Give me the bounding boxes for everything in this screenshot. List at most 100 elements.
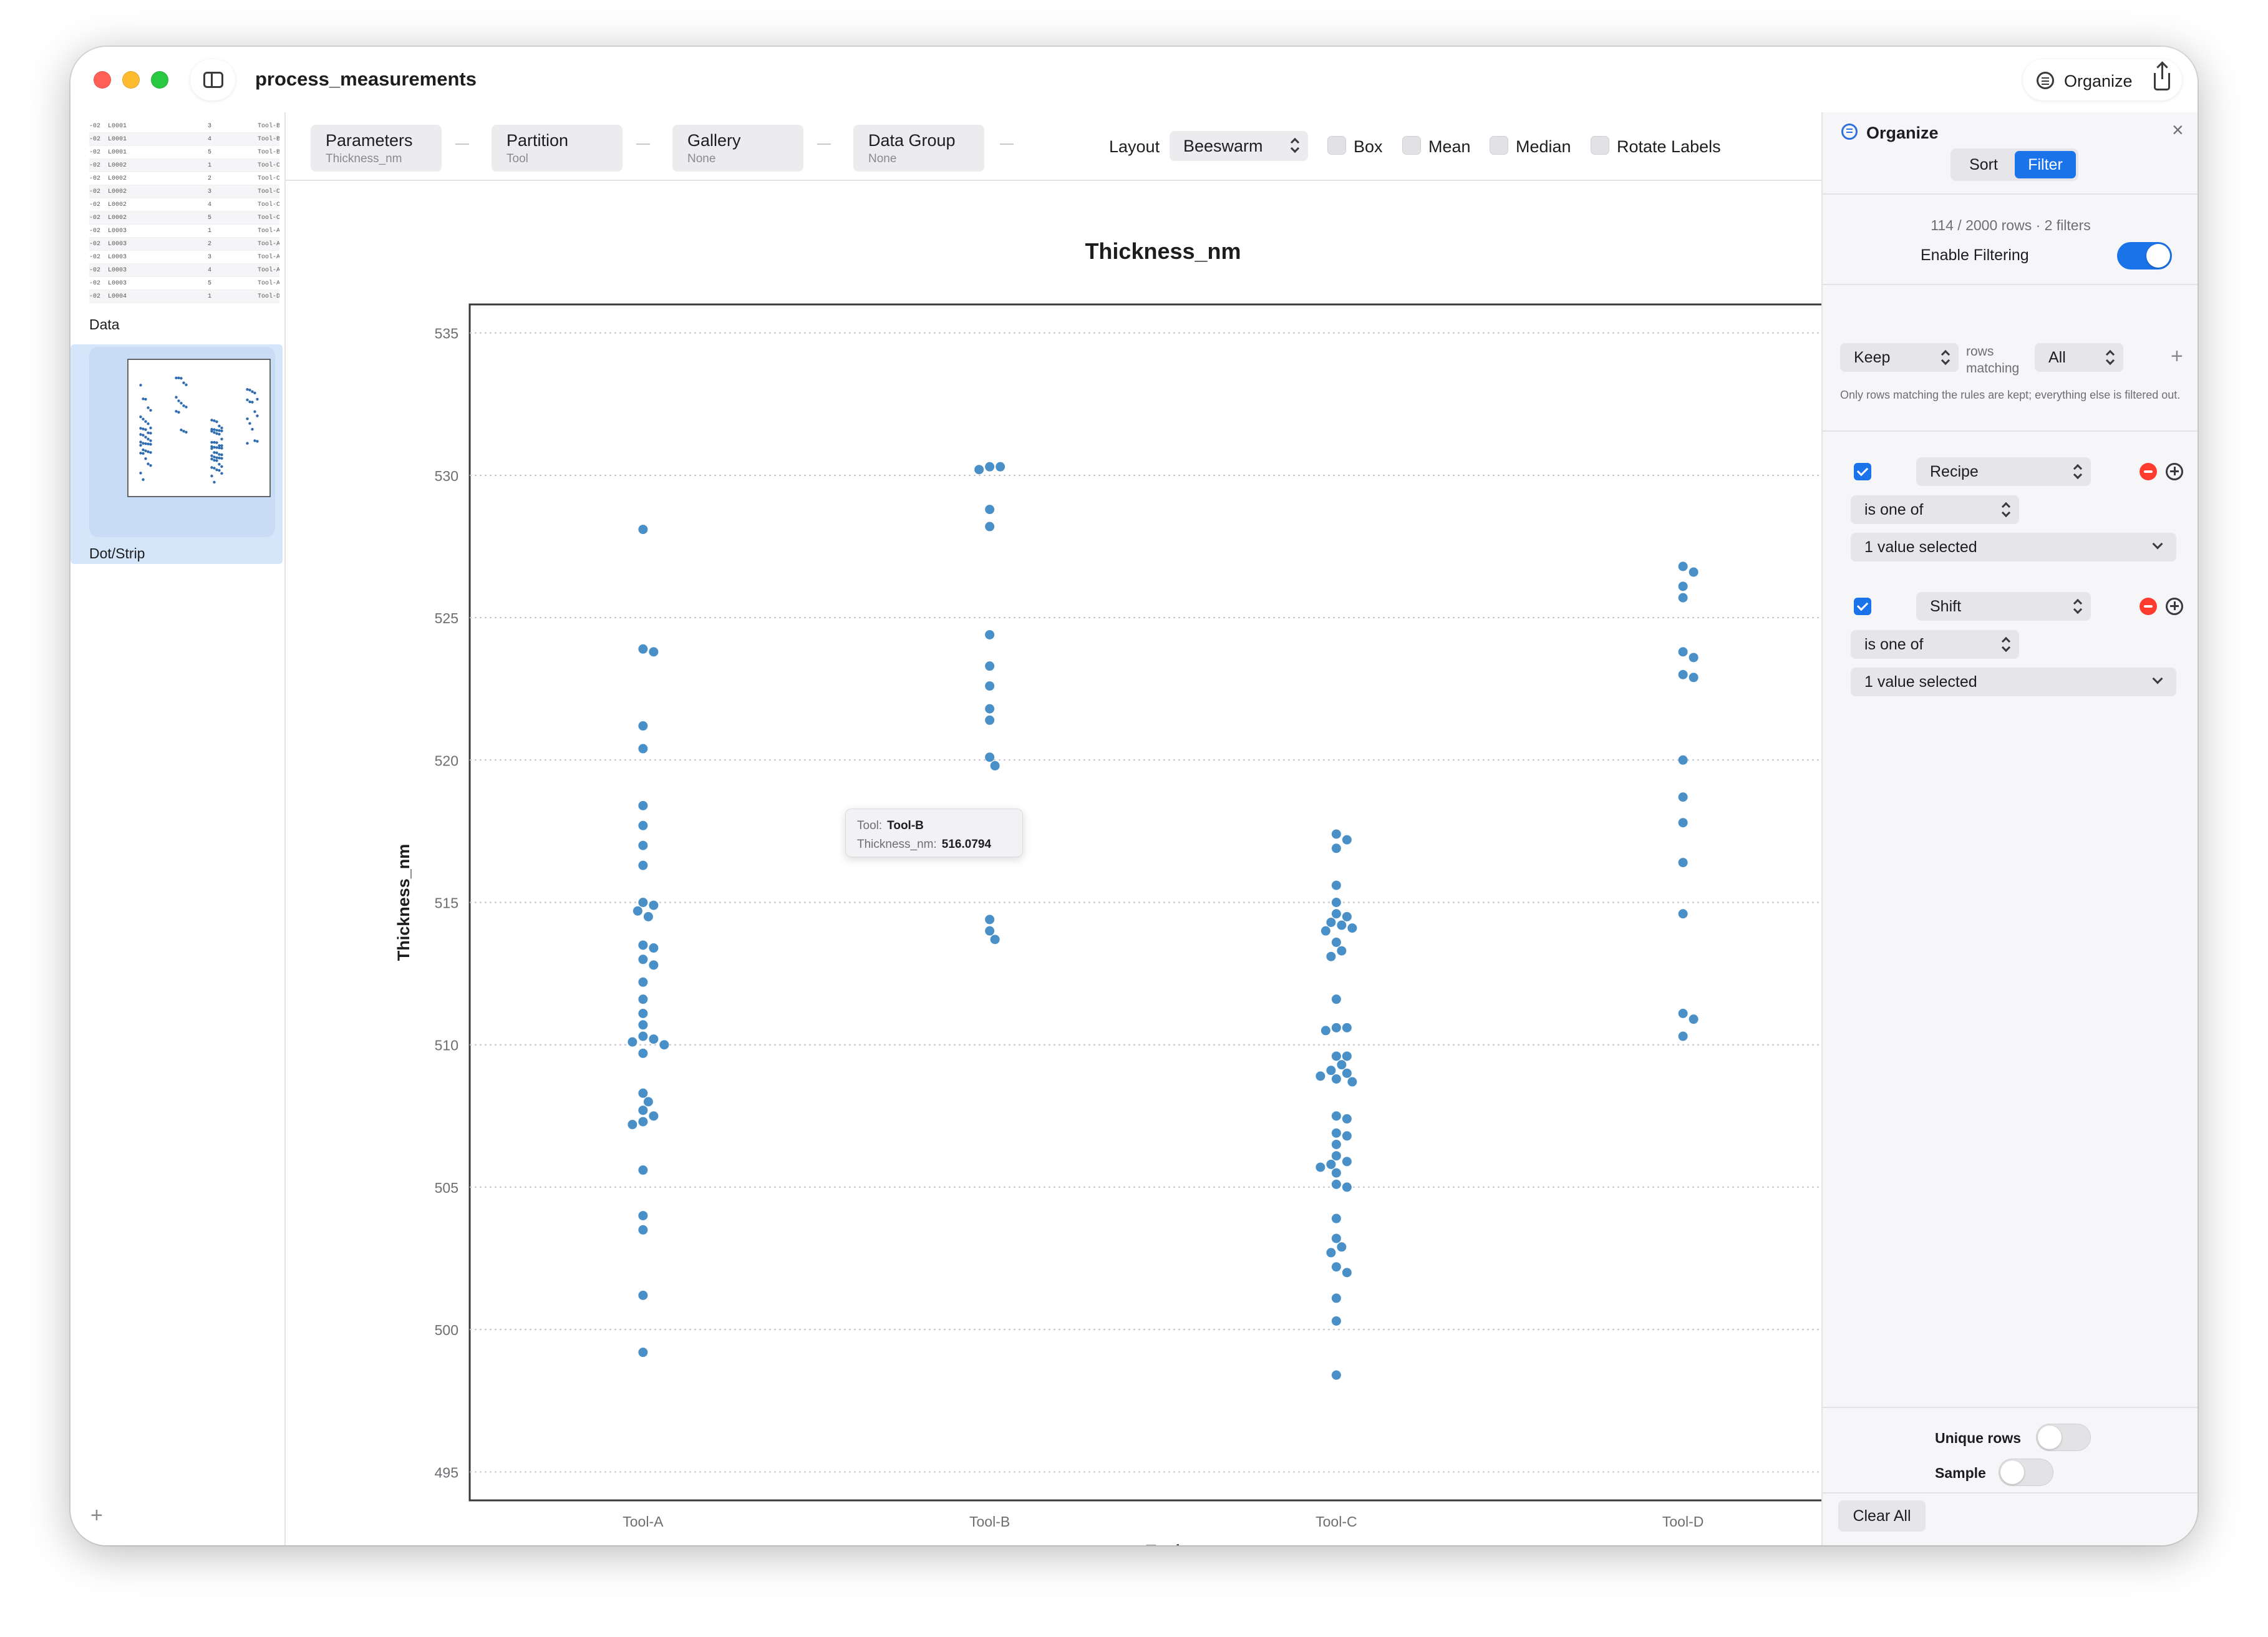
box-checkbox[interactable] [1327,136,1346,155]
chevron-down-icon [2152,538,2163,550]
thumbnail-cell: L0003 [108,267,127,274]
sidebar-toggle-button[interactable] [190,59,235,100]
add-rule-button[interactable]: + [2171,344,2183,368]
layout-select[interactable]: Beeswarm [1170,131,1308,161]
data-point [638,1031,648,1041]
mini-data-point [147,442,150,445]
mini-data-point [251,390,254,394]
rule-2-remove-button[interactable] [2140,598,2157,615]
mini-data-point [185,430,188,434]
minimize-window-button[interactable] [122,71,140,89]
divider [1823,1492,2198,1494]
close-window-button[interactable] [94,71,111,89]
thumbnail-cell: Tool-B [258,123,279,130]
chart-title: Thickness_nm [1085,238,1241,264]
sort-filter-segmented-control: Sort Filter [1951,148,2078,181]
thumbnail-cell: -02 [89,293,101,300]
sample-toggle[interactable] [1999,1459,2053,1486]
rows-matching-label: rows matching [1966,343,2019,377]
organize-button[interactable]: Organize [2064,72,2133,90]
rule-2-values-dropdown[interactable]: 1 value selected [1851,668,2176,696]
rule-1-field-select[interactable]: Recipe [1916,457,2091,486]
data-table-thumbnail[interactable]: -02L00013Tool-BFine-02L00014Tool-BFine-0… [89,120,279,308]
rule-2-add-button[interactable] [2166,598,2183,615]
data-group-shelf[interactable]: Data Group None [853,125,984,172]
thumbnail-cell: -02 [89,280,101,287]
mini-data-point [175,410,178,413]
rule-2-operator-select[interactable]: is one of [1851,630,2019,659]
mean-checkbox[interactable] [1402,136,1421,155]
rule-1-remove-button[interactable] [2140,463,2157,480]
divider [1823,284,2198,285]
data-point [1678,755,1688,765]
mini-data-point [248,422,251,425]
mini-data-point [149,451,152,454]
data-point [638,525,648,535]
thumbnail-cell: 4 [208,202,212,208]
rows-matching-line-2: matching [1966,361,2020,376]
rule-2-field-select[interactable]: Shift [1916,592,2091,621]
x-tick-label: Tool-C [1316,1513,1357,1530]
filter-stats: 114 / 2000 rows · 2 filters [1931,217,2091,233]
close-panel-button[interactable]: × [2172,119,2184,141]
chart-area: 495 500 505 510 515 520 525 530 535 Tool-A Tool-B T… [286,182,1821,1545]
data-point [1347,923,1357,933]
data-point [638,994,648,1004]
box-checkbox-label: Box [1354,137,1383,156]
data-point [659,1040,669,1050]
data-point [1331,1316,1341,1326]
sidebar: -02L00013Tool-BFine-02L00014Tool-BFine-0… [70,112,286,1545]
partition-shelf[interactable]: Partition Tool [492,125,623,172]
mini-data-point [256,397,259,401]
updown-chevron-icon [2073,598,2082,614]
rule-1-operator-select[interactable]: is one of [1851,495,2019,524]
data-point [1678,818,1688,828]
data-point [1342,1023,1352,1032]
data-point [1342,1131,1352,1141]
shelf-separator [817,143,831,145]
mini-data-point [142,442,145,445]
clear-all-button[interactable]: Clear All [1838,1500,1926,1532]
data-point [1342,911,1352,921]
y-tick-label: 510 [435,1037,458,1054]
rule-1-enabled-checkbox[interactable] [1854,463,1871,480]
sidebar-item-data-label[interactable]: Data [89,316,120,333]
add-item-button[interactable]: + [90,1503,103,1527]
thumbnail-cell: -02 [89,188,101,195]
data-point [628,1120,637,1130]
parameters-shelf-title: Parameters [326,131,413,150]
data-point [1342,1157,1352,1167]
y-tick-label: 525 [435,610,458,626]
sidebar-item-dot-strip[interactable]: Dot/Strip [70,344,283,564]
tab-sort[interactable]: Sort [1969,156,1998,173]
mini-data-point [256,440,259,443]
rotate-labels-checkbox[interactable] [1591,136,1609,155]
data-point [1342,1068,1352,1078]
gallery-shelf[interactable]: Gallery None [672,125,803,172]
organize-icon[interactable] [2037,72,2054,89]
data-point [638,1290,648,1300]
rule-1-values-dropdown[interactable]: 1 value selected [1851,533,2176,561]
parameters-shelf[interactable]: Parameters Thickness_nm [311,125,442,172]
thumbnail-cell: Tool-C [258,215,279,221]
tab-filter[interactable]: Filter [2015,151,2076,178]
rule-2-enabled-checkbox[interactable] [1854,598,1871,615]
keep-select[interactable]: Keep [1840,343,1959,372]
median-checkbox[interactable] [1490,136,1508,155]
match-all-select[interactable]: All [2035,343,2123,372]
share-icon[interactable] [2154,63,2170,90]
enable-filtering-toggle[interactable] [2117,242,2172,270]
data-point [1337,920,1347,930]
rule-1-add-button[interactable] [2166,463,2183,480]
unique-rows-toggle[interactable] [2036,1424,2091,1451]
title-bar: process_measurements Organize [70,47,2198,112]
mini-data-point [147,406,150,409]
zoom-window-button[interactable] [151,71,168,89]
mini-data-point [220,472,223,475]
mini-data-point [177,376,180,380]
data-point [638,898,648,907]
data-point [1331,1151,1341,1161]
